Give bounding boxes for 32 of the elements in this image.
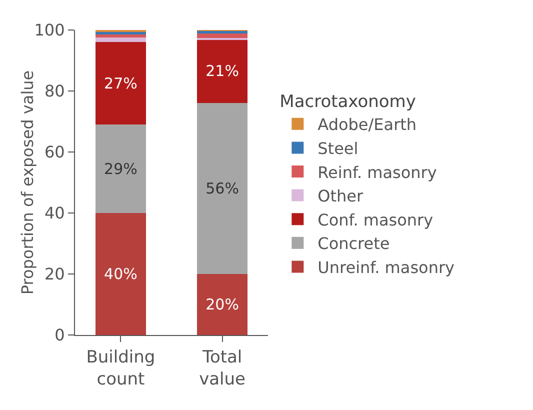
y-tick-label: 0	[54, 326, 65, 345]
bar	[196, 103, 248, 274]
y-tick-label: 40	[44, 204, 65, 223]
bar	[95, 213, 146, 335]
bar	[95, 38, 146, 42]
legend-label: Other	[318, 186, 364, 206]
y-tick-label: 20	[44, 264, 65, 284]
x-tick-label: Building count	[86, 347, 156, 390]
bar	[95, 34, 146, 38]
data-label: 21%	[206, 62, 239, 80]
y-tick-label: 100	[34, 20, 65, 40]
data-label: 29%	[104, 160, 138, 178]
data-label: 20%	[206, 296, 239, 314]
y-tick-label: 80	[44, 82, 65, 101]
legend-label: Steel	[318, 138, 358, 158]
legend-title: Macrotaxonomy	[280, 92, 416, 112]
bar	[196, 34, 248, 38]
legend-label: Concrete	[318, 234, 390, 254]
legend-label: Unreinf. masonry	[318, 258, 455, 277]
bar	[196, 39, 248, 104]
bar	[95, 42, 146, 125]
y-axis-title: Proportion of exposed value	[18, 70, 37, 295]
data-label: 40%	[104, 265, 138, 283]
data-label: 27%	[104, 74, 138, 92]
legend-label: Reinf. masonry	[318, 162, 437, 182]
legend-label: Adobe/Earth	[318, 115, 417, 134]
data-label: 56%	[206, 180, 239, 198]
bar	[95, 124, 146, 213]
x-tick-label: Total value	[199, 347, 246, 390]
legend-label: Conf. masonry	[318, 210, 434, 230]
y-tick-label: 60	[44, 142, 65, 162]
bar	[196, 274, 248, 335]
